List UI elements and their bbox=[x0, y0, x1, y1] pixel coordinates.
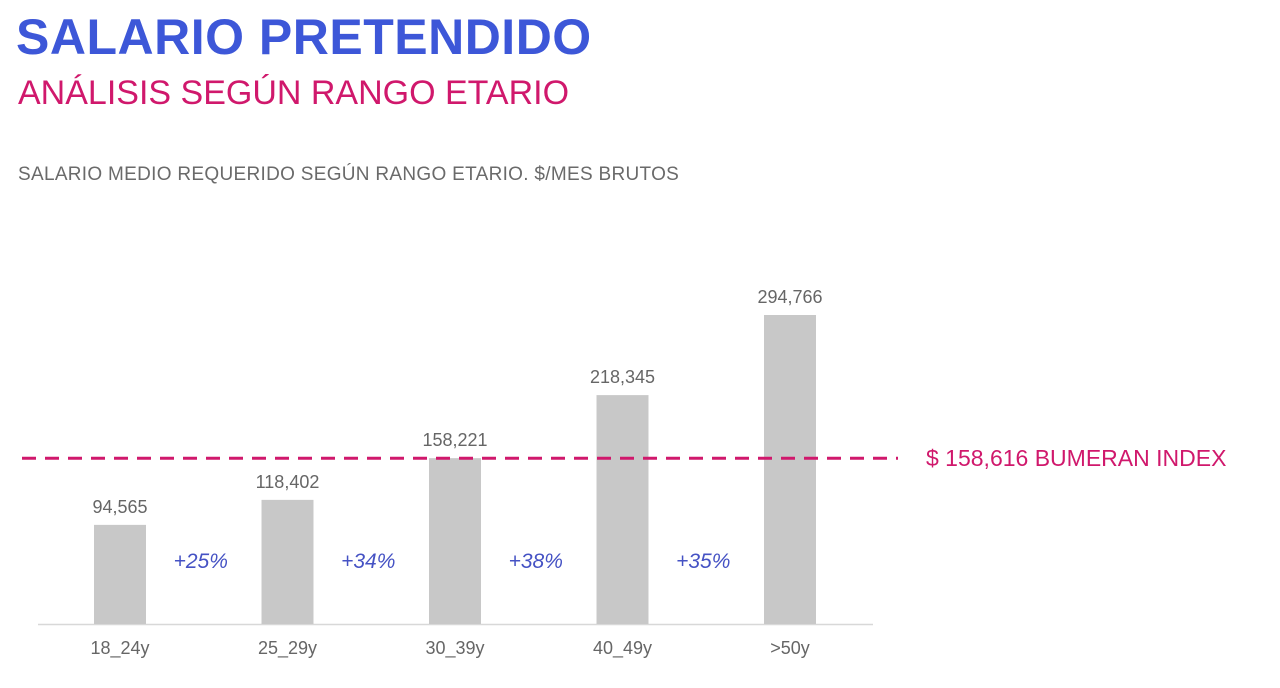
bar-18_24y bbox=[94, 524, 146, 624]
bar->50y bbox=[764, 315, 816, 624]
page-title: SALARIO PRETENDIDO bbox=[16, 9, 592, 65]
page-subtitle: ANÁLISIS SEGÚN RANGO ETARIO bbox=[18, 74, 570, 112]
growth-label: +25% bbox=[174, 550, 228, 573]
bumeran-index-label: $ 158,616 BUMERAN INDEX bbox=[926, 445, 1226, 471]
bar-value-label: 158,221 bbox=[422, 430, 487, 450]
x-tick-label: 25_29y bbox=[258, 638, 317, 659]
growth-label: +38% bbox=[509, 550, 563, 573]
bar-25_29y bbox=[261, 499, 314, 624]
growth-label: +34% bbox=[341, 550, 395, 573]
x-tick-label: 30_39y bbox=[425, 638, 484, 659]
chart-caption: SALARIO MEDIO REQUERIDO SEGÚN RANGO ETAR… bbox=[18, 164, 680, 185]
bar-value-label: 94,565 bbox=[92, 497, 147, 517]
growth-label: +35% bbox=[676, 550, 730, 573]
x-tick-label: 40_49y bbox=[593, 638, 652, 659]
bar-value-label: 118,402 bbox=[256, 472, 320, 492]
bar-40_49y bbox=[596, 395, 649, 624]
bar-value-label: 218,345 bbox=[590, 367, 655, 387]
x-tick-label: 18_24y bbox=[90, 638, 149, 659]
bar-value-label: 294,766 bbox=[757, 287, 822, 307]
x-tick-label: >50y bbox=[770, 638, 810, 658]
bar-30_39y bbox=[429, 458, 481, 624]
